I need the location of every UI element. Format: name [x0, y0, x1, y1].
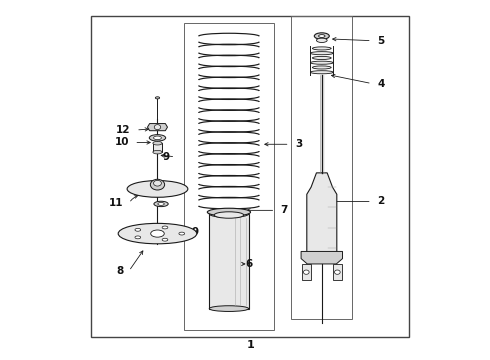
Polygon shape	[209, 214, 248, 309]
Ellipse shape	[207, 208, 250, 216]
Ellipse shape	[158, 203, 164, 205]
Ellipse shape	[153, 136, 161, 140]
Ellipse shape	[209, 306, 248, 311]
Ellipse shape	[135, 228, 141, 231]
Ellipse shape	[209, 210, 248, 217]
Ellipse shape	[155, 97, 160, 99]
Ellipse shape	[317, 38, 327, 42]
Text: 7: 7	[281, 205, 288, 215]
Ellipse shape	[310, 61, 333, 64]
Ellipse shape	[151, 230, 164, 237]
Text: 9: 9	[192, 227, 198, 237]
Ellipse shape	[153, 141, 162, 145]
Ellipse shape	[313, 57, 331, 59]
Text: 9: 9	[163, 152, 170, 162]
Ellipse shape	[303, 270, 309, 274]
Ellipse shape	[162, 226, 168, 229]
Polygon shape	[301, 251, 343, 264]
Text: 1: 1	[246, 340, 254, 350]
Ellipse shape	[214, 212, 244, 218]
Text: 4: 4	[377, 78, 385, 89]
Ellipse shape	[310, 71, 333, 74]
Text: 11: 11	[109, 198, 123, 208]
Text: 3: 3	[295, 139, 302, 149]
Ellipse shape	[154, 201, 168, 207]
Polygon shape	[302, 264, 311, 280]
Text: 12: 12	[116, 125, 131, 135]
Ellipse shape	[153, 150, 162, 154]
Text: 10: 10	[114, 138, 129, 148]
Text: 6: 6	[245, 259, 252, 269]
Ellipse shape	[150, 179, 165, 190]
Text: 5: 5	[377, 36, 385, 46]
Ellipse shape	[127, 181, 188, 197]
Ellipse shape	[149, 135, 166, 141]
Polygon shape	[307, 173, 337, 258]
Text: 8: 8	[116, 266, 123, 276]
Ellipse shape	[154, 125, 161, 130]
Ellipse shape	[313, 47, 331, 50]
Ellipse shape	[318, 35, 325, 37]
Polygon shape	[333, 264, 342, 280]
Ellipse shape	[162, 238, 168, 241]
Ellipse shape	[135, 236, 141, 239]
Ellipse shape	[313, 66, 331, 69]
Polygon shape	[153, 143, 162, 152]
Ellipse shape	[314, 33, 329, 39]
Ellipse shape	[118, 223, 197, 244]
Text: 2: 2	[377, 197, 385, 206]
Polygon shape	[147, 123, 168, 131]
Ellipse shape	[153, 180, 161, 186]
Ellipse shape	[310, 51, 333, 55]
Ellipse shape	[335, 270, 340, 274]
Ellipse shape	[179, 232, 185, 235]
